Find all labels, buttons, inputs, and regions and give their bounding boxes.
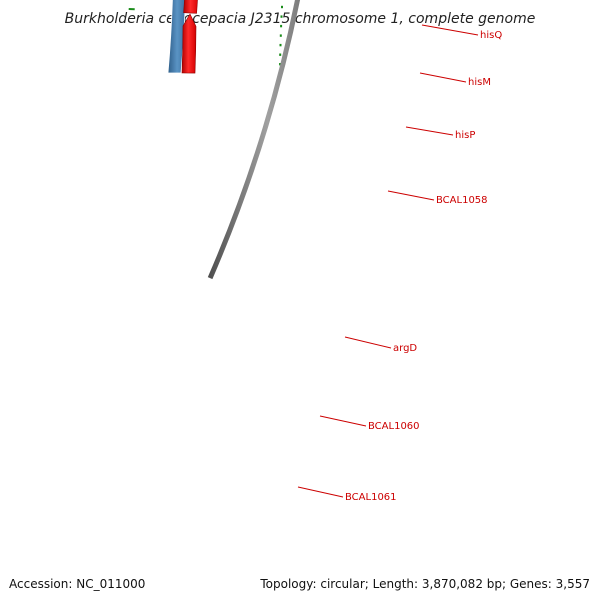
genome-summary: Topology: circular; Length: 3,870,082 bp… [260,577,590,591]
cds-arrow [183,0,198,14]
gc-dot [281,5,283,9]
gene-label: hisQ [480,30,502,41]
gene-label: argD [393,343,417,354]
gc-dot [280,24,283,28]
gc-skew-dots [279,5,283,66]
map-title: Burkholderia cenocepacia J2315 chromosom… [65,11,536,27]
backbone-ring [207,0,300,280]
gene-label: BCAL1060 [368,421,420,432]
gc-dot [279,43,282,47]
blast-hits [167,0,186,74]
gc-dot [279,53,282,56]
gene-label: hisP [455,130,475,141]
accession-text: Accession: NC_011000 [9,577,146,591]
gene-label-leader [405,126,454,136]
gene-label: BCAL1058 [436,195,488,206]
cds-features [181,0,198,74]
gene-label-leader [297,486,344,498]
backbone [207,0,300,280]
gene-label-leader [419,72,467,83]
gene-label-leader [344,336,392,349]
gene-label-leader [319,415,367,427]
gc-dot [279,34,282,37]
gene-label: BCAL1061 [345,492,397,503]
cds-arrow [181,13,197,74]
gene-label: hisM [468,77,491,88]
gene-labels: hisQ hisM hisP BCAL1058 argD BCAL1060 BCAL1061 [297,24,502,503]
gene-label-leader [421,24,479,36]
blast-hit-segment [167,0,186,74]
gc-dot [279,63,282,66]
gc-dot [280,15,283,18]
gene-label-leader [387,190,435,201]
feature-marks [128,8,135,11]
